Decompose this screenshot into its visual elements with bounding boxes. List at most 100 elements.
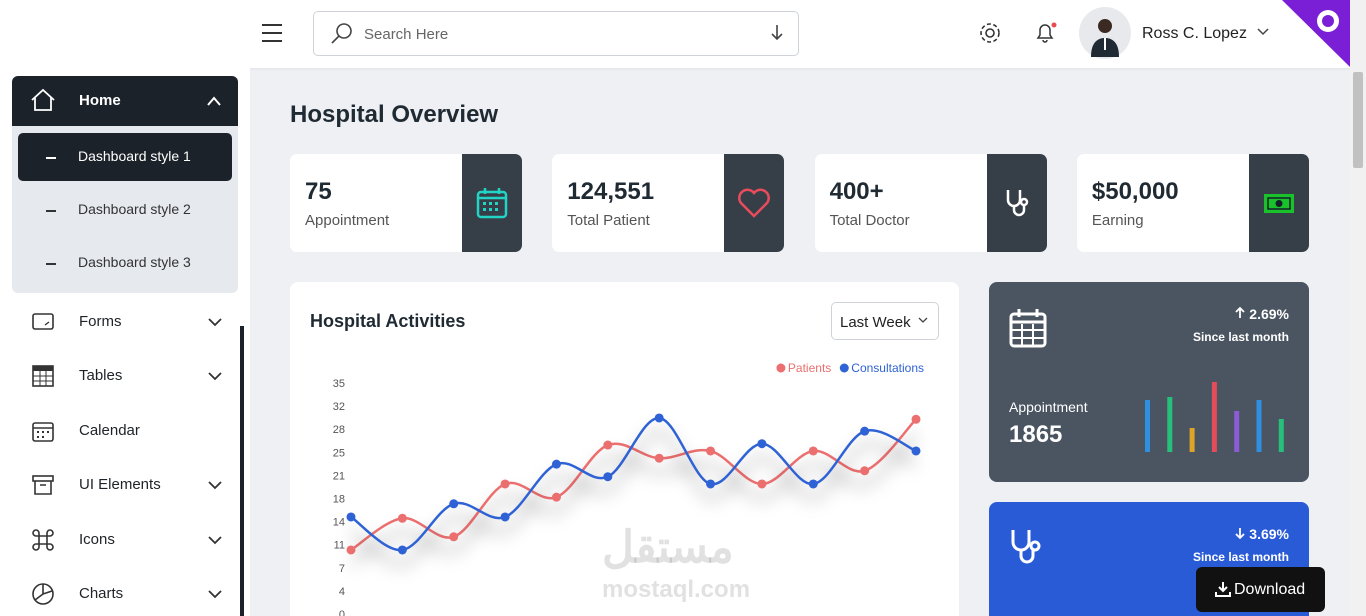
user-avatar[interactable] (1079, 7, 1131, 59)
data-point (500, 479, 510, 489)
download-button[interactable]: Download (1196, 567, 1325, 612)
stat-icon-panel (1248, 154, 1309, 252)
expand-icon[interactable] (207, 316, 223, 328)
stat-card: 75 Appointment (290, 154, 522, 252)
stat-card: $50,000 Earning (1076, 154, 1309, 252)
data-point (346, 512, 356, 522)
stat-label: Total Doctor (829, 212, 910, 229)
mini-bar-chart (1145, 382, 1284, 452)
search-icon (331, 23, 352, 44)
search-placeholder: Search Here (364, 26, 449, 43)
expand-icon[interactable] (207, 534, 223, 546)
expand-icon[interactable] (207, 588, 223, 600)
mini-bar (1234, 411, 1240, 452)
submenu-label[interactable]: Dashboard style 2 (78, 201, 191, 217)
search-submit[interactable] (769, 24, 785, 42)
submenu-dash (46, 263, 56, 265)
submenu-dash (46, 210, 56, 212)
data-point (706, 479, 716, 489)
stat-value: 400+ (829, 178, 884, 205)
mini-bar (1167, 397, 1173, 452)
menu-label[interactable]: Icons (79, 531, 115, 548)
data-point (551, 492, 561, 502)
legend-dot (776, 363, 786, 373)
dropdown-label: Last Week (840, 314, 911, 331)
data-point (346, 545, 356, 555)
legend-label: Consultations (851, 361, 924, 375)
data-point (911, 446, 921, 456)
data-point (757, 439, 767, 449)
expand-icon[interactable] (207, 370, 223, 382)
data-point (808, 446, 818, 456)
sidebar-scrollbar[interactable] (240, 326, 244, 616)
y-tick-label: 32 (333, 401, 345, 413)
summary-value: 1865 (1009, 421, 1063, 448)
settings-icon[interactable] (978, 21, 1002, 45)
home-menu[interactable]: Home (12, 76, 238, 126)
data-point (706, 446, 716, 456)
menu-icon (32, 475, 54, 495)
stat-label: Total Patient (567, 212, 650, 229)
activities-chart: 0 4 7 11 14 18 21 25 28 32 35 Consultations Patients (333, 361, 924, 616)
expand-icon[interactable] (207, 479, 223, 491)
submenu-label[interactable]: Dashboard style 3 (78, 254, 191, 270)
change-value: 2.69% (1249, 306, 1289, 322)
user-dropdown[interactable] (1257, 27, 1269, 37)
page-scrollbar[interactable] (1350, 0, 1366, 616)
mini-bar (1278, 419, 1284, 452)
data-point (860, 426, 870, 436)
menu-icon (32, 529, 54, 551)
y-tick-label: 28 (333, 424, 345, 436)
stat-icon-panel (724, 154, 785, 252)
stat-label: Appointment (305, 212, 390, 229)
dropdown-caret (918, 317, 928, 323)
line-shadow (347, 426, 919, 569)
search-box[interactable]: Search Here (313, 11, 799, 56)
data-point (500, 512, 510, 522)
stat-card: 400+ Total Doctor (814, 154, 1047, 252)
data-point (551, 459, 561, 469)
home-icon (31, 88, 55, 111)
menu-toggle[interactable] (260, 22, 284, 44)
calendar-icon (1009, 309, 1047, 348)
summary-label: Appointment (1009, 399, 1088, 415)
card-title: Hospital Activities (310, 311, 466, 331)
range-dropdown[interactable]: Last Week (831, 302, 939, 340)
data-point (860, 466, 870, 476)
stat-value: $50,000 (1091, 178, 1179, 205)
stat-icon (1006, 190, 1028, 217)
menu-label[interactable]: Calendar (79, 422, 140, 439)
stat-icon (1263, 194, 1294, 213)
data-point (808, 479, 818, 489)
mini-bar (1211, 382, 1217, 452)
menu-label[interactable]: Tables (79, 367, 123, 384)
menu-icon (32, 365, 54, 387)
menu-label[interactable]: Charts (79, 585, 124, 602)
submenu-label[interactable]: Dashboard style 1 (78, 148, 191, 164)
change-note: Since last month (1192, 550, 1289, 564)
data-point (603, 472, 613, 482)
y-tick-label: 4 (339, 586, 345, 598)
data-point (757, 479, 767, 489)
notification-icon[interactable] (1033, 20, 1059, 46)
change-note: Since last month (1192, 330, 1289, 344)
y-tick-label: 25 (333, 447, 345, 459)
github-corner[interactable] (1282, 0, 1350, 67)
menu-icon (32, 422, 54, 442)
stat-icon-panel (986, 154, 1047, 252)
data-point (654, 413, 664, 423)
legend-dot (839, 363, 849, 373)
y-tick-label: 7 (339, 563, 345, 575)
watermark-latin: mostaql.com (602, 576, 751, 603)
y-tick-label: 14 (333, 517, 345, 529)
menu-label[interactable]: UI Elements (79, 476, 161, 493)
y-tick-label: 0 (339, 609, 345, 616)
stat-icon (738, 188, 771, 218)
scrollbar-thumb[interactable] (1353, 72, 1363, 168)
menu-label[interactable]: Forms (79, 313, 122, 330)
user-name[interactable]: Ross C. Lopez (1142, 25, 1247, 42)
y-tick-label: 18 (333, 494, 345, 506)
submenu-dash (46, 157, 56, 159)
